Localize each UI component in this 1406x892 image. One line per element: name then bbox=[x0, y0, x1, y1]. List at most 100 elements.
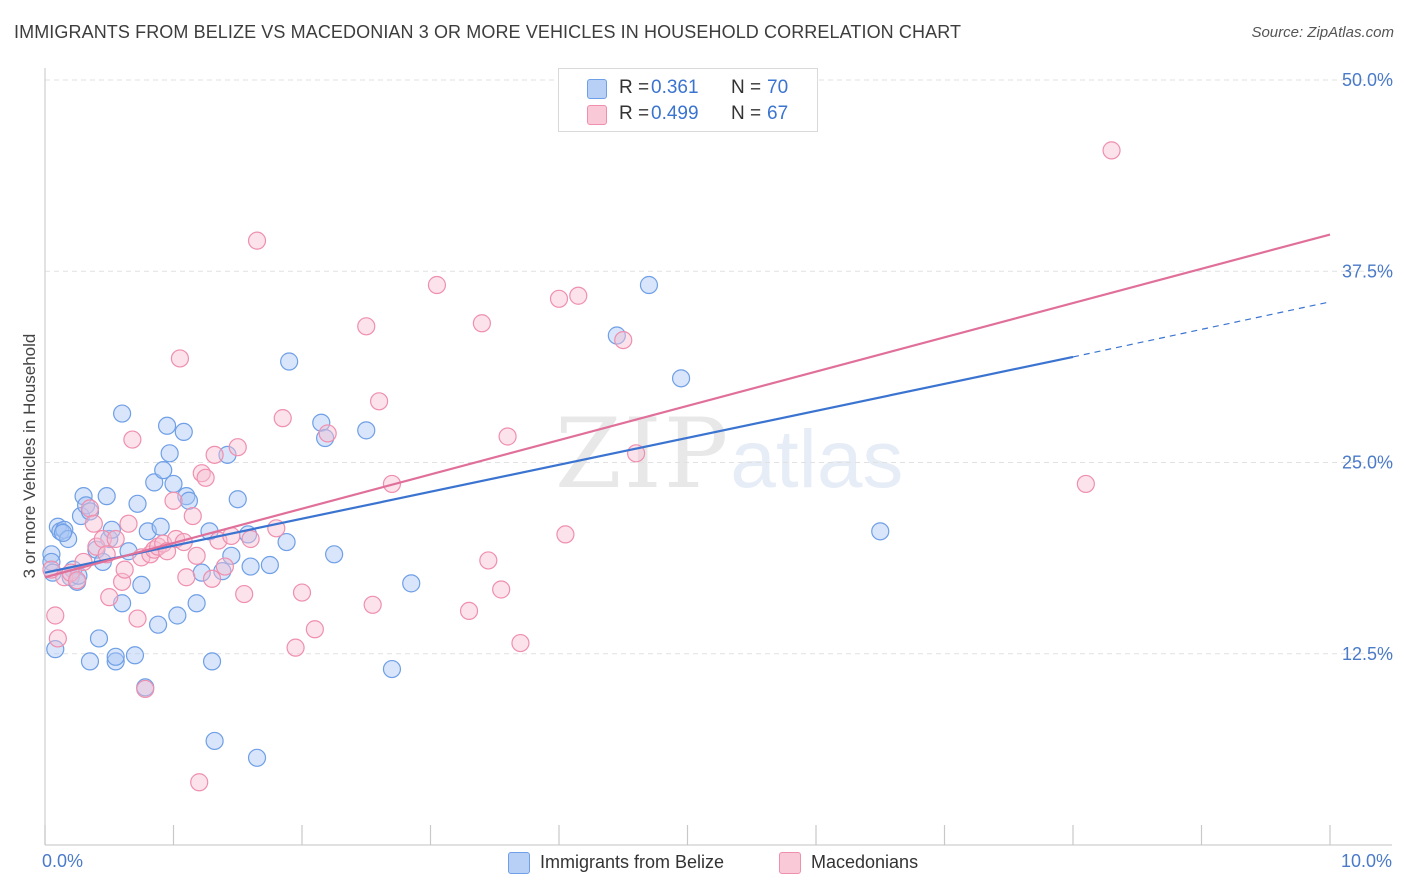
x-tick-label-max: 10.0% bbox=[1340, 851, 1392, 871]
point-belize bbox=[222, 546, 241, 565]
point-macedonians bbox=[106, 529, 125, 549]
bottom-legend-label-macedonians: Macedonians bbox=[811, 852, 919, 872]
point-macedonians bbox=[170, 349, 190, 368]
point-belize bbox=[871, 522, 890, 541]
point-macedonians bbox=[569, 286, 588, 305]
point-belize bbox=[148, 615, 168, 634]
point-belize bbox=[205, 731, 224, 751]
point-macedonians bbox=[614, 331, 633, 350]
point-macedonians bbox=[190, 773, 209, 792]
point-belize bbox=[179, 491, 199, 510]
point-macedonians bbox=[100, 588, 119, 607]
point-belize bbox=[402, 574, 421, 593]
legend-n-value-macedonians: 67 bbox=[767, 103, 789, 124]
bottom-legend-swatch-belize bbox=[508, 852, 530, 874]
point-macedonians bbox=[128, 609, 147, 628]
point-macedonians bbox=[196, 468, 215, 487]
legend-swatch-macedonians bbox=[587, 105, 607, 125]
point-belize bbox=[164, 474, 183, 494]
bottom-legend-swatch-macedonians bbox=[779, 852, 801, 874]
point-macedonians bbox=[48, 629, 67, 648]
point-belize bbox=[280, 352, 299, 371]
point-belize bbox=[277, 532, 296, 552]
point-belize bbox=[89, 629, 109, 648]
point-belize bbox=[46, 640, 65, 659]
point-belize bbox=[260, 555, 279, 575]
point-macedonians bbox=[511, 633, 530, 653]
point-macedonians bbox=[273, 409, 292, 428]
point-macedonians bbox=[427, 275, 447, 295]
point-belize bbox=[202, 652, 222, 671]
point-belize bbox=[382, 659, 402, 679]
point-macedonians bbox=[286, 638, 305, 657]
watermark: ZIPatlas bbox=[555, 398, 903, 510]
legend-n-value-belize: 70 bbox=[767, 77, 789, 98]
chart-title: IMMIGRANTS FROM BELIZE VS MACEDONIAN 3 O… bbox=[14, 22, 962, 42]
y-tick-label: 50.0% bbox=[1342, 70, 1393, 90]
point-belize bbox=[241, 557, 260, 576]
y-tick-labels: 12.5% 25.0% 37.5% 50.0% bbox=[1342, 70, 1393, 664]
point-macedonians bbox=[183, 506, 202, 526]
point-belize bbox=[145, 473, 164, 492]
point-macedonians bbox=[187, 546, 206, 565]
point-belize bbox=[168, 606, 187, 625]
point-belize bbox=[55, 520, 74, 539]
point-macedonians bbox=[357, 317, 376, 336]
point-macedonians bbox=[93, 529, 112, 549]
point-belize bbox=[607, 326, 626, 345]
point-belize bbox=[80, 652, 100, 671]
axes bbox=[44, 68, 1392, 846]
point-belize bbox=[357, 421, 376, 440]
point-macedonians bbox=[136, 679, 155, 699]
y-tick-label: 37.5% bbox=[1342, 261, 1393, 281]
y-tick-label: 25.0% bbox=[1342, 453, 1393, 473]
point-macedonians bbox=[247, 231, 267, 250]
point-macedonians bbox=[177, 568, 196, 587]
point-macedonians bbox=[479, 551, 498, 570]
bottom-legend-label-belize: Immigrants from Belize bbox=[540, 852, 725, 872]
point-belize bbox=[157, 416, 177, 435]
legend-r-label: R = bbox=[619, 103, 650, 124]
point-belize bbox=[312, 413, 331, 432]
point-belize bbox=[228, 490, 247, 509]
point-macedonians bbox=[241, 529, 260, 549]
point-macedonians bbox=[370, 392, 389, 411]
point-macedonians bbox=[1076, 474, 1095, 494]
point-macedonians bbox=[305, 620, 324, 639]
point-macedonians bbox=[123, 430, 142, 449]
point-belize bbox=[218, 445, 237, 464]
point-macedonians bbox=[119, 514, 138, 533]
trend-line-belize bbox=[44, 355, 1074, 574]
point-belize bbox=[53, 523, 73, 542]
point-macedonians bbox=[235, 584, 254, 604]
point-belize bbox=[154, 461, 173, 480]
point-macedonians bbox=[202, 569, 222, 588]
source-label: Source: ZipAtlas.com bbox=[1251, 24, 1394, 41]
legend-n-label: N = bbox=[731, 103, 762, 124]
trend-line-macedonians bbox=[44, 233, 1331, 579]
point-macedonians bbox=[164, 491, 183, 510]
data-points bbox=[42, 141, 1121, 792]
point-belize bbox=[639, 275, 659, 295]
point-belize bbox=[106, 652, 125, 671]
x-tick-label-min: 0.0% bbox=[42, 851, 84, 871]
point-macedonians bbox=[228, 438, 247, 457]
legend-swatch-belize bbox=[587, 79, 607, 99]
trend-line-belize-extension bbox=[1072, 301, 1331, 358]
point-macedonians bbox=[472, 314, 491, 333]
point-macedonians bbox=[363, 595, 382, 614]
point-macedonians bbox=[84, 514, 103, 533]
point-macedonians bbox=[46, 606, 65, 625]
point-belize bbox=[671, 369, 691, 388]
point-macedonians bbox=[498, 427, 517, 446]
point-belize bbox=[125, 646, 145, 665]
point-macedonians bbox=[115, 560, 134, 579]
point-macedonians bbox=[68, 571, 87, 590]
point-belize bbox=[160, 444, 179, 463]
watermark-zip: ZIP bbox=[555, 398, 731, 510]
point-belize bbox=[151, 517, 170, 536]
legend-r-value-macedonians: 0.499 bbox=[651, 103, 699, 124]
trend-lines bbox=[44, 233, 1331, 579]
point-belize bbox=[112, 404, 132, 423]
point-belize bbox=[42, 545, 61, 564]
